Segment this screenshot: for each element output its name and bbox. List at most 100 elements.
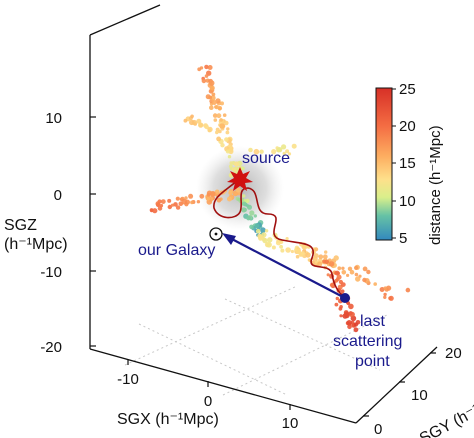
our-galaxy-annotation: our Galaxy (138, 242, 215, 259)
galaxy-point (275, 240, 281, 246)
galaxy-point (207, 126, 213, 133)
galaxy-point (209, 105, 214, 110)
galaxy-point (318, 254, 324, 260)
galaxy-point (181, 198, 187, 205)
galaxy-point (255, 228, 261, 234)
galaxy-point (324, 250, 328, 254)
galaxy-point (228, 190, 233, 195)
source-annotation: source (242, 150, 290, 167)
axes-box (89, 4, 438, 424)
y-tick-label: 20 (445, 345, 462, 362)
colorbar-gradient (375, 87, 393, 241)
galaxy-point (160, 199, 166, 205)
galaxy-point (159, 203, 164, 208)
galaxy-point (295, 254, 300, 259)
galaxy-point (383, 295, 387, 299)
galaxy-point (206, 192, 211, 197)
y-tick-label: 10 (411, 387, 428, 404)
colorbar-tick-label: 10 (399, 193, 416, 210)
galaxy-point (338, 306, 343, 311)
galaxy-point (291, 143, 297, 149)
galaxy-point (215, 130, 219, 135)
x-axis-label: SGX (h⁻¹Mpc) (117, 411, 219, 428)
galaxy-point (214, 105, 219, 110)
galaxy-point (366, 269, 371, 275)
galaxy-point (305, 252, 311, 258)
galaxy-point (209, 85, 215, 91)
galaxy-point (220, 143, 225, 148)
galaxy-point (152, 208, 158, 214)
galaxy-point (260, 227, 266, 233)
galaxy-point (231, 167, 237, 172)
galaxy-point (340, 289, 345, 294)
galaxy-point (242, 201, 247, 206)
z-tick-label: 0 (54, 187, 62, 204)
last-scattering-annotation-line3: point (355, 353, 390, 370)
z-tick-label: -20 (40, 339, 62, 356)
floor-grid (124, 285, 388, 396)
galaxy-point (184, 196, 188, 200)
galaxy-point (190, 200, 194, 205)
galaxy-point (328, 261, 335, 267)
galaxy-point (355, 276, 361, 282)
galaxy-point (383, 286, 388, 291)
galaxy-point (353, 322, 359, 327)
colorbar-tick-label: 20 (399, 118, 416, 135)
galaxy-point (267, 237, 273, 243)
scattering-path (213, 177, 346, 299)
galaxy-point (216, 197, 222, 203)
last-scattering-annotation-line2: scattering (333, 333, 402, 350)
galaxy-point (248, 147, 253, 153)
galaxy-point (237, 197, 242, 202)
galaxy-point (337, 266, 342, 271)
galaxy-point (335, 296, 339, 301)
galaxy-point (285, 149, 290, 154)
galaxy-point (190, 114, 194, 119)
galaxy-point (199, 193, 205, 199)
galaxy-point (235, 187, 241, 193)
colorbar-tick-label: 5 (399, 230, 407, 247)
source-star-icon (227, 167, 253, 191)
galaxy-point (216, 113, 222, 119)
galaxy-point (354, 272, 359, 277)
galaxy-point (189, 119, 195, 126)
galaxy-point (341, 266, 345, 270)
x-tick-label: 0 (204, 393, 212, 410)
galaxy-point (362, 277, 367, 283)
y-tick-label: 0 (374, 421, 382, 438)
galaxy-point (249, 210, 255, 216)
galaxy-point (207, 65, 213, 70)
propagation-arrow (227, 236, 346, 299)
galaxy-point (348, 303, 354, 310)
galaxy-point (379, 287, 385, 292)
galaxy-point (225, 149, 230, 154)
galaxy-point (227, 155, 232, 159)
galaxy-point (279, 244, 283, 249)
galaxy-point (204, 64, 209, 70)
galaxy-point (324, 259, 330, 265)
galaxy-point (329, 282, 335, 288)
galaxy-point (383, 292, 387, 297)
galaxy-point (183, 118, 188, 123)
galaxy-point (212, 113, 218, 118)
galaxy-point (264, 229, 269, 233)
galaxy-point (225, 130, 230, 135)
galaxy-point (312, 256, 318, 262)
galaxy-point (242, 194, 246, 198)
galaxy-point (218, 129, 222, 134)
galaxy-point (175, 205, 181, 210)
galaxy-point (216, 136, 222, 142)
colorbar-label: distance (h⁻¹Mpc) (427, 125, 444, 245)
galaxy-point (211, 92, 216, 97)
galaxy-point (241, 166, 245, 171)
galaxy-point (362, 266, 368, 272)
galaxy-point (205, 94, 211, 100)
galaxy-point (349, 269, 355, 275)
galaxy-point (354, 265, 359, 270)
galaxy-point (219, 123, 225, 129)
galaxy-point (280, 248, 285, 253)
galaxy-point (336, 274, 342, 280)
galaxy-point (334, 270, 340, 276)
galaxy-point (301, 244, 308, 250)
